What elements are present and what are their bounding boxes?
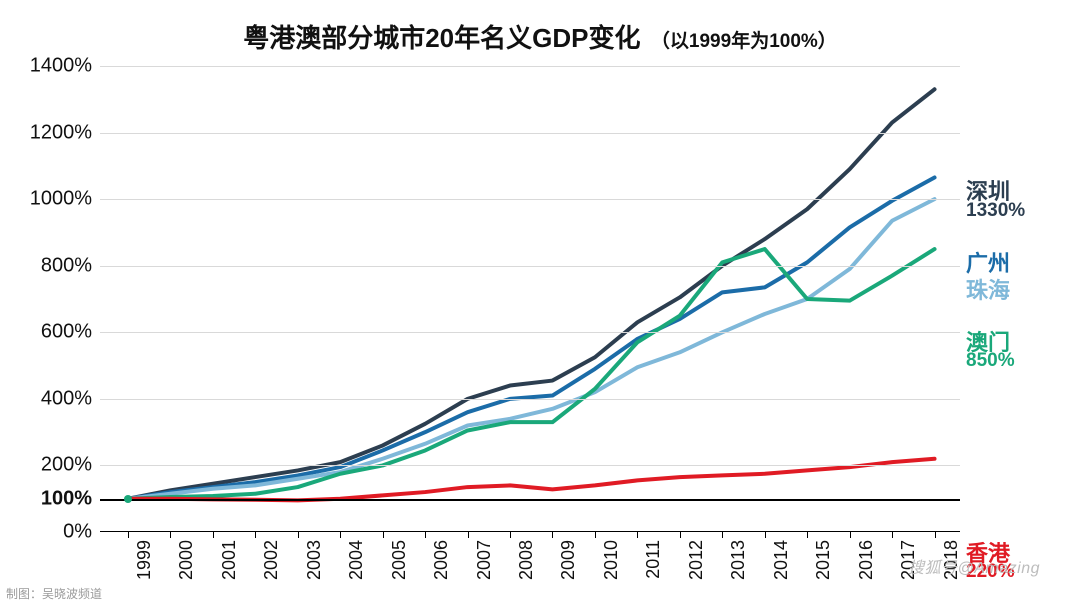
y-axis-label: 200% xyxy=(41,454,92,477)
series-guangzhou xyxy=(128,178,935,499)
x-axis-label: 2013 xyxy=(728,540,749,580)
x-axis-label: 2008 xyxy=(516,540,537,580)
title-main: 粤港澳部分城市20年名义GDP变化 xyxy=(243,23,640,53)
x-axis-label: 2015 xyxy=(813,540,834,580)
x-axis xyxy=(100,531,960,533)
series-label-zhuhai: 珠海 xyxy=(966,273,1010,305)
series-value-macau: 850% xyxy=(966,350,1015,372)
y-axis-label: 600% xyxy=(41,321,92,344)
x-axis-label: 1999 xyxy=(134,540,155,580)
x-axis-label: 2004 xyxy=(346,540,367,580)
y-axis-label: 1200% xyxy=(30,121,92,144)
x-axis-label: 2009 xyxy=(558,540,579,580)
x-axis-label: 2000 xyxy=(176,540,197,580)
x-axis-label: 2016 xyxy=(856,540,877,580)
x-axis-label: 2011 xyxy=(643,540,664,579)
y-axis-label: 800% xyxy=(41,254,92,277)
x-axis-label: 2005 xyxy=(389,540,410,580)
y-axis-label: 1000% xyxy=(30,188,92,211)
chart-container: 粤港澳部分城市20年名义GDP变化 （以1999年为100%） 0%100%20… xyxy=(0,0,1080,608)
x-axis-label: 2007 xyxy=(474,540,495,580)
line-series-svg xyxy=(100,66,960,532)
x-axis-label: 2006 xyxy=(431,540,452,580)
x-axis-label: 2014 xyxy=(771,540,792,580)
series-macau xyxy=(128,249,935,499)
chart-title: 粤港澳部分城市20年名义GDP变化 （以1999年为100%） xyxy=(0,18,1080,55)
x-axis-label: 2012 xyxy=(686,540,707,580)
watermark: 搜狐号@Amazing xyxy=(908,554,1040,578)
footer-credit: 制图：吴晓波频道 xyxy=(6,585,102,602)
title-sub: （以1999年为100%） xyxy=(651,31,837,52)
x-axis-label: 2002 xyxy=(261,540,282,580)
series-zhuhai xyxy=(128,199,935,499)
x-axis-label: 2010 xyxy=(601,540,622,580)
y-axis-label: 0% xyxy=(63,521,92,544)
y-axis-label: 1400% xyxy=(30,55,92,78)
y-axis-label: 400% xyxy=(41,387,92,410)
start-marker xyxy=(124,495,132,503)
series-value-shenzhen: 1330% xyxy=(966,200,1025,222)
x-axis-label: 2003 xyxy=(304,540,325,580)
plot-area: 0%100%200%400%600%800%1000%1200%1400%199… xyxy=(100,66,960,532)
x-axis-label: 2001 xyxy=(219,540,240,580)
y-axis-label: 100% xyxy=(41,487,92,510)
